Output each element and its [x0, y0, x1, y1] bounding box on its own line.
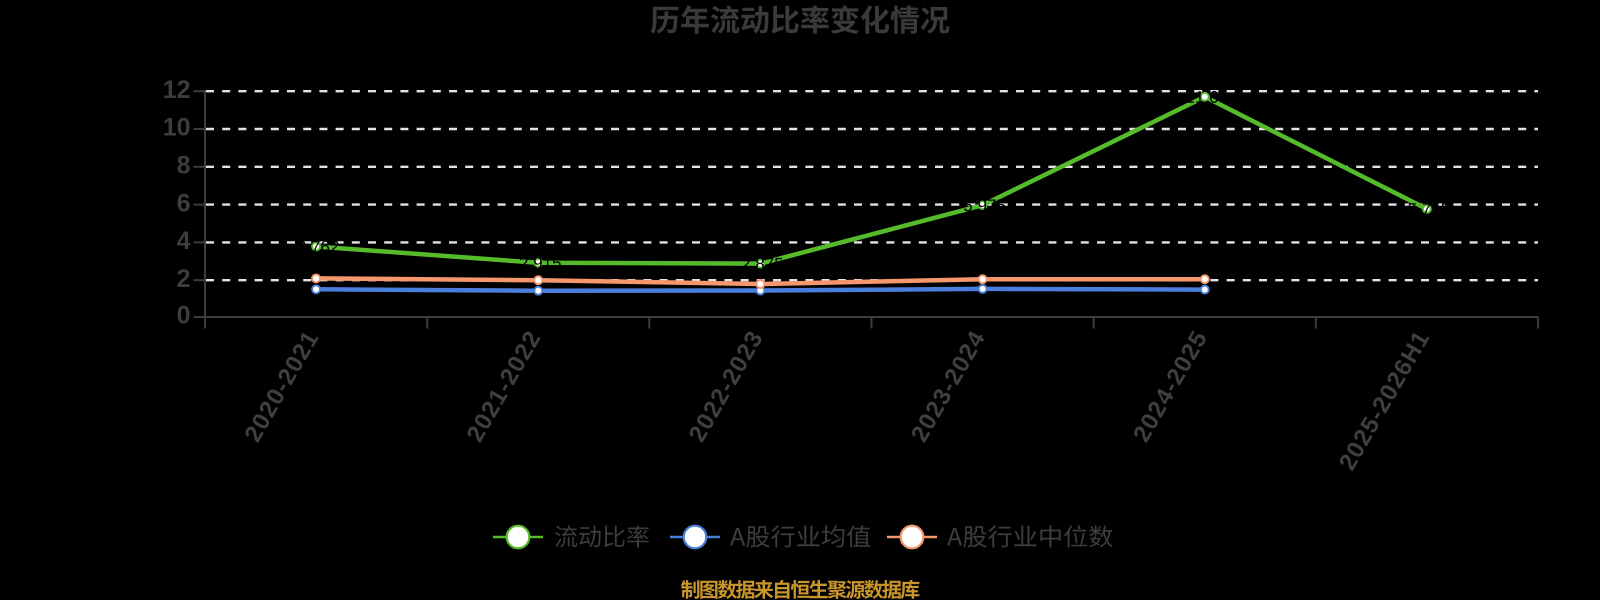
- svg-text:2: 2: [177, 265, 191, 293]
- svg-text:8: 8: [177, 152, 191, 180]
- svg-text:4: 4: [177, 227, 191, 255]
- svg-text:6: 6: [177, 189, 191, 217]
- svg-text:12: 12: [163, 76, 191, 104]
- svg-text:0: 0: [177, 302, 191, 330]
- svg-text:10: 10: [163, 114, 191, 142]
